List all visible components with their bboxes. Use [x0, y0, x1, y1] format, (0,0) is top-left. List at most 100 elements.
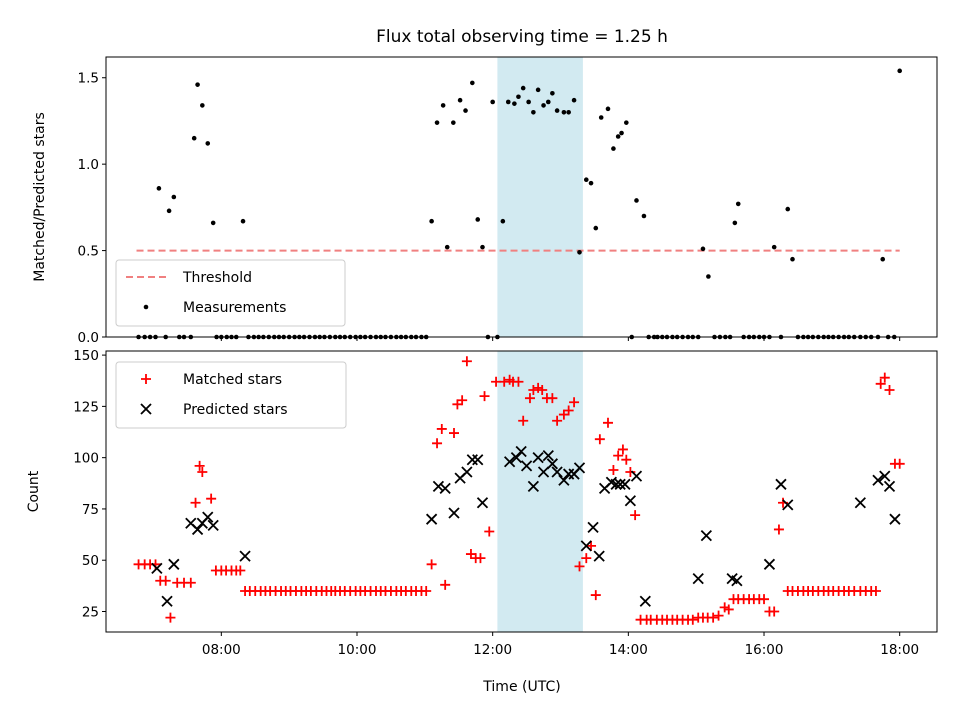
matched-stars-point — [613, 450, 624, 461]
predicted-stars-point — [207, 519, 219, 531]
x-tick-label: 18:00 — [880, 642, 919, 658]
predicted-stars-point — [731, 575, 743, 587]
y-tick-label: 100 — [73, 451, 99, 467]
matched-stars-point — [436, 423, 447, 434]
measurement-point — [561, 110, 567, 115]
measurement-point — [593, 225, 599, 231]
matched-stars-point — [524, 393, 535, 404]
matched-stars-point — [547, 393, 558, 404]
measurement-point — [520, 85, 526, 91]
measurement-point — [619, 130, 624, 136]
matched-stars-point — [499, 376, 510, 387]
matched-stars-point — [773, 524, 784, 535]
matched-stars-point — [194, 460, 205, 471]
x-tick-label: 16:00 — [745, 642, 784, 658]
y-axis-label: Matched/Predicted stars — [32, 112, 48, 282]
y-tick-label: 0.5 — [78, 244, 99, 260]
matched-stars-point — [484, 526, 495, 537]
predicted-stars-point — [624, 495, 637, 507]
matched-stars-point — [432, 438, 443, 449]
predicted-stars-point — [883, 480, 896, 493]
measurement-point — [571, 97, 577, 103]
predicted-stars-point — [432, 480, 445, 493]
matched-stars-point — [513, 376, 524, 387]
axes-frame — [105, 350, 938, 633]
measurement-point — [550, 90, 555, 96]
matched-stars-point — [708, 612, 719, 623]
predicted-stars-point — [239, 550, 251, 562]
predicted-stars-point — [854, 497, 866, 509]
measurement-point — [191, 135, 197, 141]
measurement-point — [641, 213, 647, 219]
legend: Matched stars Predicted stars — [115, 361, 347, 429]
predicted-stars-point — [537, 466, 550, 478]
legend-x-swatch — [140, 403, 152, 415]
measurement-point — [790, 256, 795, 262]
matched-stars-point — [165, 612, 176, 623]
predicted-stars-point — [573, 462, 586, 474]
measurement-point — [451, 120, 456, 125]
measurement-point — [200, 103, 205, 108]
predicted-stars-point — [425, 513, 438, 525]
predicted-stars-point — [580, 540, 592, 552]
panel-ratio: 0.0 0.5 1.0 1.5 Matched/Predicted stars Thres… — [32, 56, 938, 346]
predicted-stars-point — [619, 478, 631, 490]
measurement-point — [541, 103, 546, 108]
matched-stars-point — [479, 391, 490, 402]
legend-predicted-stars-label: Predicted stars — [183, 402, 288, 418]
predicted-stars-point — [527, 480, 540, 493]
measurement-point — [735, 201, 741, 207]
predicted-stars-point — [472, 454, 484, 466]
y-tick-label: 150 — [73, 348, 99, 364]
predicted-stars-point — [202, 511, 214, 523]
measurement-point — [440, 103, 446, 108]
matched-stars-point — [457, 395, 468, 406]
predicted-stars-point — [630, 470, 643, 482]
chart-title: Flux total observing time = 1.25 h — [376, 27, 668, 47]
measurement-point — [526, 99, 531, 105]
measurement-point — [554, 108, 560, 113]
matched-stars-point — [687, 614, 698, 625]
measurement-point — [490, 99, 495, 105]
y-tick-label: 1.5 — [78, 71, 99, 87]
predicted-stars-point — [461, 466, 473, 478]
legend-box — [115, 361, 347, 429]
measurement-point — [880, 256, 886, 262]
y-tick-label: 50 — [82, 553, 99, 569]
predicted-stars-point — [879, 470, 891, 482]
x-axis-label: Time (UTC) — [482, 679, 560, 695]
measurement-point — [480, 244, 485, 250]
matched-stars-point — [569, 397, 580, 408]
observing-window-span — [497, 57, 583, 337]
predicted-stars-point — [610, 478, 622, 490]
measurement-point — [706, 274, 711, 279]
y-axis-label: Count — [26, 470, 42, 512]
measurement-point — [588, 180, 594, 186]
predicted-stars-point — [692, 573, 704, 585]
predicted-stars-point — [872, 474, 884, 486]
matched-stars-point — [563, 405, 574, 416]
legend-box — [115, 259, 346, 327]
predicted-stars-point — [510, 452, 523, 464]
x-tick-label: 14:00 — [609, 642, 648, 658]
predicted-stars-point — [439, 482, 451, 495]
measurement-point — [470, 80, 475, 86]
predicted-stars-point — [191, 523, 204, 536]
matched-stars-point — [590, 590, 601, 601]
predicted-stars-point — [161, 595, 173, 607]
legend-threshold-label: Threshold — [182, 270, 252, 286]
measurement-point — [771, 244, 777, 250]
measurement-point — [545, 99, 551, 105]
legend-dot-swatch — [143, 304, 149, 310]
measurement-point — [577, 250, 582, 255]
y-tick-label: 25 — [82, 604, 99, 620]
panel-counts: 25 50 75 100 125 150 08:00 10:00 12:00 14:00 16:00… — [26, 348, 938, 658]
predicted-stars-point — [587, 521, 599, 534]
measurement-point — [429, 218, 434, 224]
measurement-point — [463, 108, 468, 113]
matched-stars-point — [884, 384, 895, 395]
matched-stars-point — [206, 493, 217, 504]
matched-stars-point — [713, 610, 724, 621]
measurement-point — [444, 244, 450, 250]
measurement-point — [531, 110, 536, 115]
